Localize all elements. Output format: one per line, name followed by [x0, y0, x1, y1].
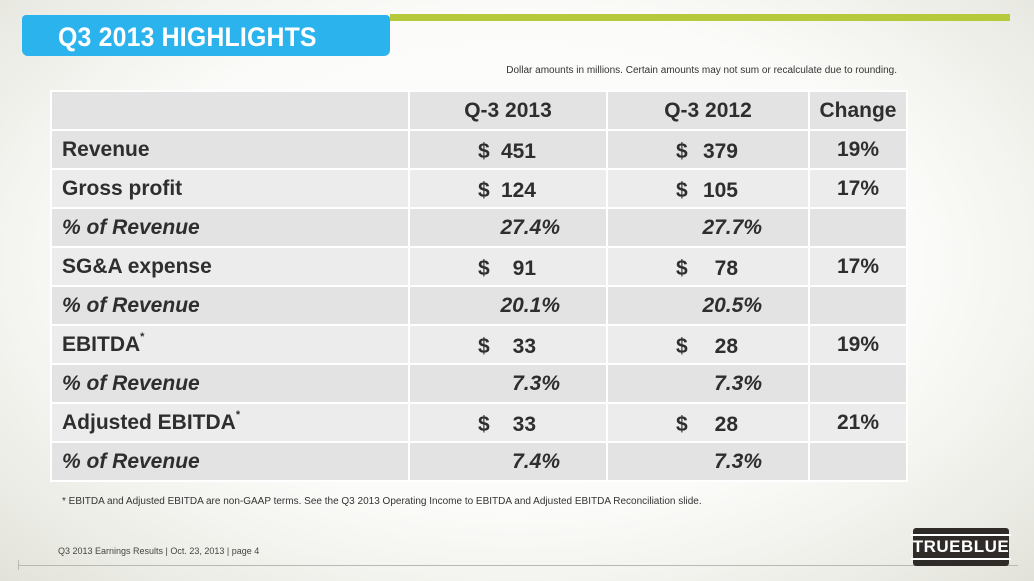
q3-2013-value: 7.3%	[408, 363, 608, 404]
q3-2013-value: $33	[408, 324, 608, 365]
q3-2012-value: $78	[606, 246, 810, 287]
table-row-gross-profit: Gross profit $124 $105 17%	[50, 168, 908, 209]
q3-2013-value: 20.1%	[408, 285, 608, 326]
value-number: 78	[714, 257, 738, 280]
value-number: 124	[500, 179, 536, 202]
q3-2012-value: $28	[606, 324, 810, 365]
header-change: Change	[808, 90, 908, 131]
value-number: 91	[512, 257, 536, 280]
row-label: % of Revenue	[50, 207, 410, 248]
q3-2012-value: 27.7%	[606, 207, 810, 248]
value-number: 105	[702, 179, 738, 202]
change-value	[808, 441, 908, 482]
highlights-table: Q-3 2013 Q-3 2012 Change Revenue $451 $3…	[50, 90, 908, 482]
table-row-sga-pct: % of Revenue 20.1% 20.5%	[50, 285, 908, 326]
q3-2013-value: $451	[408, 129, 608, 170]
q3-2013-value: 27.4%	[408, 207, 608, 248]
change-value: 17%	[808, 246, 908, 287]
change-value: 21%	[808, 402, 908, 443]
row-label: % of Revenue	[50, 285, 410, 326]
table-row-sga: SG&A expense $91 $78 17%	[50, 246, 908, 287]
currency-symbol: $	[676, 257, 688, 280]
change-value	[808, 285, 908, 326]
row-label: EBITDA	[62, 332, 141, 356]
currency-symbol: $	[478, 179, 490, 202]
rounding-note: Dollar amounts in millions. Certain amou…	[506, 65, 897, 76]
value-number: 379	[702, 140, 738, 163]
slide-title: Q3 2013 HIGHLIGHTS	[58, 22, 317, 52]
value-number: 28	[714, 413, 738, 436]
row-label: % of Revenue	[50, 441, 410, 482]
currency-symbol: $	[676, 140, 688, 163]
value-number: 451	[500, 140, 536, 163]
row-label: SG&A expense	[50, 246, 410, 287]
accent-bar	[390, 14, 1010, 21]
q3-2013-value: 7.4%	[408, 441, 608, 482]
currency-symbol: $	[676, 335, 688, 358]
header-empty-cell	[50, 90, 410, 131]
currency-symbol: $	[676, 413, 688, 436]
change-value	[808, 207, 908, 248]
q3-2012-value: 7.3%	[606, 363, 810, 404]
table-row-gross-profit-pct: % of Revenue 27.4% 27.7%	[50, 207, 908, 248]
currency-symbol: $	[478, 413, 490, 436]
value-number: 28	[714, 335, 738, 358]
change-value: 19%	[808, 129, 908, 170]
table-header-row: Q-3 2013 Q-3 2012 Change	[50, 90, 908, 131]
value-number: 33	[512, 335, 536, 358]
header-q3-2012: Q-3 2012	[606, 90, 810, 131]
logo-wordmark: TRUEBLUE	[910, 534, 1012, 560]
header-q3-2013: Q-3 2013	[408, 90, 608, 131]
title-tab	[22, 15, 390, 56]
table-row-adjusted-ebitda: Adjusted EBITDA* $33 $28 21%	[50, 402, 908, 443]
footer-text: Q3 2013 Earnings Results | Oct. 23, 2013…	[58, 546, 260, 556]
non-gaap-footnote: * EBITDA and Adjusted EBITDA are non-GAA…	[62, 496, 702, 507]
footnote-marker: *	[235, 408, 241, 421]
row-label-cell: Adjusted EBITDA*	[50, 402, 410, 443]
table-row-revenue: Revenue $451 $379 19%	[50, 129, 908, 170]
row-label-cell: EBITDA*	[50, 324, 410, 365]
q3-2013-value: $91	[408, 246, 608, 287]
currency-symbol: $	[676, 179, 688, 202]
trueblue-logo: TRUEBLUE	[910, 528, 1012, 566]
currency-symbol: $	[478, 140, 490, 163]
change-value: 17%	[808, 168, 908, 209]
q3-2013-value: $33	[408, 402, 608, 443]
table-row-ebitda: EBITDA* $33 $28 19%	[50, 324, 908, 365]
row-label: % of Revenue	[50, 363, 410, 404]
currency-symbol: $	[478, 335, 490, 358]
change-value: 19%	[808, 324, 908, 365]
q3-2012-value: 7.3%	[606, 441, 810, 482]
q3-2012-value: $379	[606, 129, 810, 170]
footer-rule	[18, 565, 1018, 566]
table-row-ebitda-pct: % of Revenue 7.3% 7.3%	[50, 363, 908, 404]
value-number: 33	[512, 413, 536, 436]
currency-symbol: $	[478, 257, 490, 280]
q3-2013-value: $124	[408, 168, 608, 209]
table-row-adjusted-ebitda-pct: % of Revenue 7.4% 7.3%	[50, 441, 908, 482]
q3-2012-value: $28	[606, 402, 810, 443]
row-label: Gross profit	[50, 168, 410, 209]
row-label: Adjusted EBITDA	[62, 410, 236, 434]
change-value	[808, 363, 908, 404]
footnote-marker: *	[140, 330, 145, 343]
q3-2012-value: $105	[606, 168, 810, 209]
q3-2012-value: 20.5%	[606, 285, 810, 326]
row-label: Revenue	[50, 129, 410, 170]
